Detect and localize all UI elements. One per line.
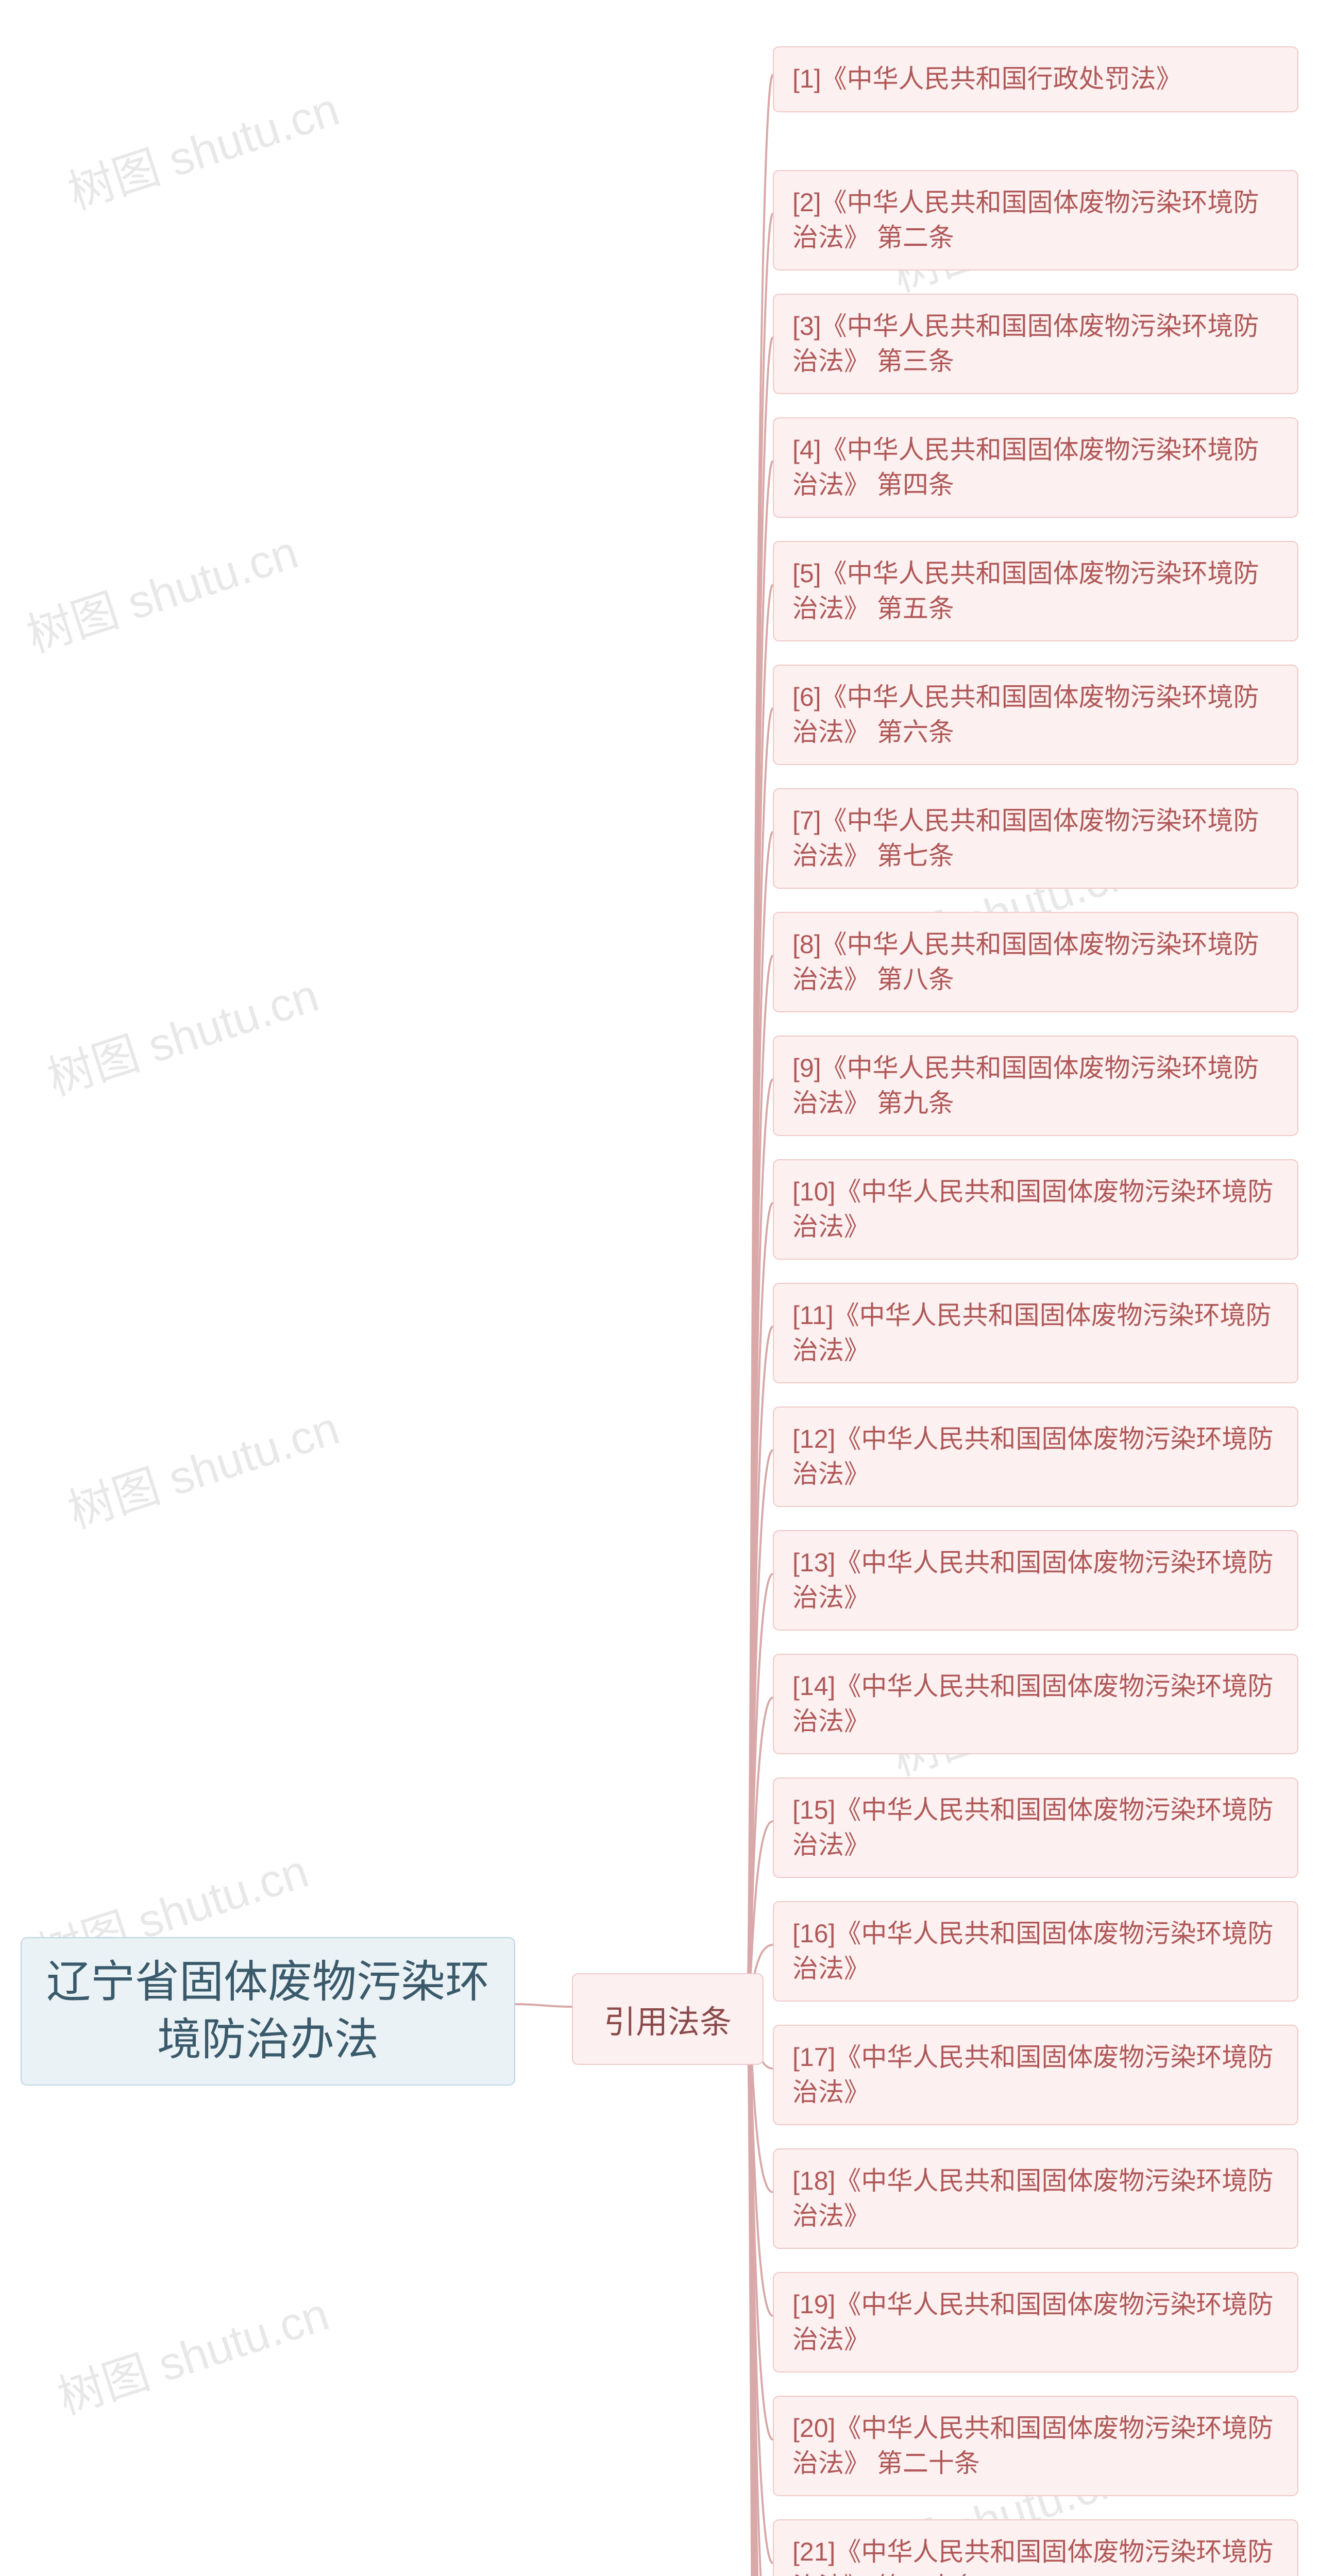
leaf-label: [1]《中华人民共和国行政处罚法》: [792, 62, 1182, 97]
leaf-label: [9]《中华人民共和国固体废物污染环境防治法》 第九条: [792, 1051, 1279, 1121]
leaf-label: [20]《中华人民共和国固体废物污染环境防治法》 第二十条: [792, 2411, 1279, 2481]
category-label: 引用法条: [604, 1996, 732, 2042]
leaf-node: [3]《中华人民共和国固体废物污染环境防治法》 第三条: [773, 294, 1298, 394]
leaf-label: [17]《中华人民共和国固体废物污染环境防治法》: [792, 2040, 1279, 2110]
leaf-label: [14]《中华人民共和国固体废物污染环境防治法》: [792, 1669, 1279, 1739]
leaf-node: [9]《中华人民共和国固体废物污染环境防治法》 第九条: [773, 1036, 1298, 1136]
leaf-node: [19]《中华人民共和国固体废物污染环境防治法》: [773, 2272, 1298, 2372]
leaf-label: [2]《中华人民共和国固体废物污染环境防治法》 第二条: [792, 185, 1279, 255]
leaf-label: [15]《中华人民共和国固体废物污染环境防治法》: [792, 1793, 1279, 1862]
leaf-node: [2]《中华人民共和国固体废物污染环境防治法》 第二条: [773, 170, 1298, 270]
leaf-label: [7]《中华人民共和国固体废物污染环境防治法》 第七条: [792, 804, 1279, 873]
leaf-label: [16]《中华人民共和国固体废物污染环境防治法》: [792, 1917, 1279, 1986]
watermark: 树图 shutu.cn: [48, 2277, 336, 2427]
leaf-label: [3]《中华人民共和国固体废物污染环境防治法》 第三条: [792, 309, 1279, 379]
leaf-label: [4]《中华人民共和国固体废物污染环境防治法》 第四条: [792, 433, 1279, 502]
leaf-node: [15]《中华人民共和国固体废物污染环境防治法》: [773, 1777, 1298, 1878]
watermark: 树图 shutu.cn: [58, 72, 346, 222]
leaf-node: [1]《中华人民共和国行政处罚法》: [773, 46, 1298, 112]
leaf-node: [11]《中华人民共和国固体废物污染环境防治法》: [773, 1283, 1298, 1383]
leaf-label: [19]《中华人民共和国固体废物污染环境防治法》: [792, 2287, 1279, 2357]
watermark: 树图 shutu.cn: [38, 958, 326, 1108]
leaf-node: [10]《中华人民共和国固体废物污染环境防治法》: [773, 1159, 1298, 1260]
leaf-label: [21]《中华人民共和国固体废物污染环境防治法》 第三十条: [792, 2535, 1279, 2576]
leaf-node: [5]《中华人民共和国固体废物污染环境防治法》 第五条: [773, 541, 1298, 641]
leaf-node: [17]《中华人民共和国固体废物污染环境防治法》: [773, 2025, 1298, 2125]
leaf-label: [5]《中华人民共和国固体废物污染环境防治法》 第五条: [792, 556, 1279, 626]
leaf-node: [4]《中华人民共和国固体废物污染环境防治法》 第四条: [773, 417, 1298, 518]
root-label: 辽宁省固体废物污染环境防治办法: [42, 1954, 494, 2069]
root-node: 辽宁省固体废物污染环境防治办法: [21, 1937, 515, 2086]
leaf-node: [18]《中华人民共和国固体废物污染环境防治法》: [773, 2148, 1298, 2249]
leaf-node: [6]《中华人民共和国固体废物污染环境防治法》 第六条: [773, 665, 1298, 765]
watermark: 树图 shutu.cn: [17, 515, 305, 665]
leaf-label: [8]《中华人民共和国固体废物污染环境防治法》 第八条: [792, 927, 1279, 997]
leaf-label: [13]《中华人民共和国固体废物污染环境防治法》: [792, 1546, 1279, 1615]
watermark: 树图 shutu.cn: [58, 1391, 346, 1541]
leaf-node: [13]《中华人民共和国固体废物污染环境防治法》: [773, 1530, 1298, 1631]
leaf-label: [6]《中华人民共和国固体废物污染环境防治法》 第六条: [792, 680, 1279, 750]
leaf-label: [11]《中华人民共和国固体废物污染环境防治法》: [792, 1298, 1279, 1368]
leaf-label: [10]《中华人民共和国固体废物污染环境防治法》: [792, 1175, 1279, 1244]
leaf-node: [12]《中华人民共和国固体废物污染环境防治法》: [773, 1406, 1298, 1507]
category-node: 引用法条: [572, 1973, 764, 2065]
mindmap-diagram: 树图 shutu.cn 树图 shutu.cn 树图 shutu.cn 树图 shut…: [0, 0, 1319, 2576]
leaf-node: [20]《中华人民共和国固体废物污染环境防治法》 第二十条: [773, 2396, 1298, 2496]
leaf-node: [14]《中华人民共和国固体废物污染环境防治法》: [773, 1654, 1298, 1754]
leaf-label: [12]《中华人民共和国固体废物污染环境防治法》: [792, 1422, 1279, 1492]
leaf-label: [18]《中华人民共和国固体废物污染环境防治法》: [792, 2164, 1279, 2233]
leaf-node: [16]《中华人民共和国固体废物污染环境防治法》: [773, 1901, 1298, 2002]
leaf-node: [7]《中华人民共和国固体废物污染环境防治法》 第七条: [773, 788, 1298, 889]
leaf-node: [8]《中华人民共和国固体废物污染环境防治法》 第八条: [773, 912, 1298, 1012]
leaf-node: [21]《中华人民共和国固体废物污染环境防治法》 第三十条: [773, 2519, 1298, 2576]
